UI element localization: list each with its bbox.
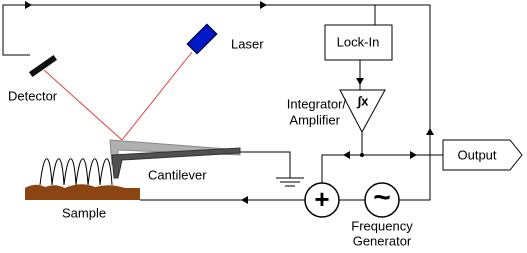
lock-in-box <box>324 24 393 61</box>
arrowheads <box>25 1 434 204</box>
label: Amplifier <box>289 112 340 127</box>
label: Frequency <box>351 218 413 233</box>
sample-surface <box>25 184 140 188</box>
sample <box>25 188 140 200</box>
laser-beam <box>43 51 193 141</box>
oscillation <box>39 158 113 186</box>
label: Cantilever <box>148 167 207 182</box>
label: ~ <box>373 181 391 214</box>
label: Detector <box>8 88 58 103</box>
frequency-generator <box>364 182 400 218</box>
cantilever <box>109 139 241 179</box>
detector <box>28 54 58 78</box>
label: Sample <box>62 205 106 220</box>
label: Generator <box>353 233 412 248</box>
output-box <box>442 139 523 171</box>
wires <box>2 4 443 201</box>
label: ∫x <box>357 93 370 108</box>
label: + <box>314 184 329 214</box>
integrator-triangle <box>339 89 386 134</box>
label: Output <box>457 147 496 162</box>
summer <box>304 182 340 218</box>
label: Laser <box>231 36 264 51</box>
label: Integrator/ <box>287 96 347 111</box>
laser <box>186 23 218 55</box>
label: Lock-In <box>337 34 380 49</box>
